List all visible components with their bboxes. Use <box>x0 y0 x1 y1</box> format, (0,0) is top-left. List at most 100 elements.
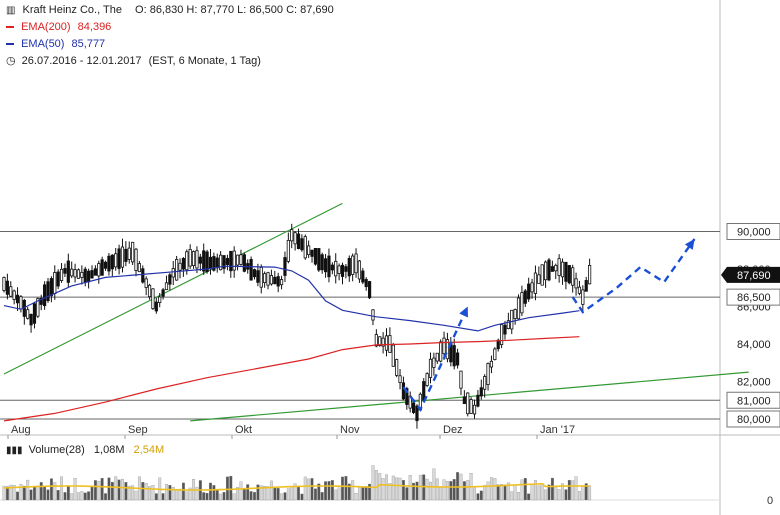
volume-bar <box>141 482 145 501</box>
clock-icon: ◷ <box>6 55 16 67</box>
candle-body <box>73 269 77 278</box>
volume-bar <box>70 493 74 501</box>
candle-body <box>344 266 348 272</box>
candle-body <box>124 248 128 262</box>
volume-bar <box>185 491 189 501</box>
last-price-box <box>721 266 780 283</box>
volume-bar <box>452 479 456 501</box>
volume-bar <box>354 493 358 501</box>
volume-bar <box>205 492 209 501</box>
volume-bar <box>462 481 466 501</box>
candle-body <box>120 246 125 268</box>
candle-body <box>279 279 284 286</box>
candle-body <box>479 387 483 397</box>
candle-body <box>351 255 355 275</box>
volume-bar <box>578 491 581 501</box>
candle-body <box>131 241 135 263</box>
candle-body <box>70 268 74 277</box>
volume-bar <box>290 486 294 501</box>
volume-bar <box>588 485 592 501</box>
volume-bar <box>46 489 50 501</box>
volume-bar <box>293 483 297 501</box>
candle-body <box>462 396 466 405</box>
volume-bar <box>439 487 443 501</box>
volume-bar <box>445 481 449 501</box>
volume-bar <box>33 486 36 501</box>
volume-bar <box>114 476 118 501</box>
volume-bar <box>144 483 148 501</box>
candle-body <box>367 281 372 299</box>
volume-value: 1,08M <box>93 444 125 456</box>
candle-body <box>347 257 351 277</box>
candle-body <box>374 334 378 347</box>
trend-line <box>3 202 343 375</box>
candle-body <box>310 249 314 257</box>
volume-bar <box>493 478 497 501</box>
candle-body <box>66 260 70 283</box>
candle-body <box>158 296 162 304</box>
volume-bar <box>283 492 287 501</box>
volume-bar <box>341 476 344 501</box>
candle-body <box>90 270 94 279</box>
ohlc-icon: ▥ <box>6 5 16 16</box>
candle-body <box>337 265 341 274</box>
volume-bar <box>344 476 348 501</box>
candle-body <box>452 345 456 367</box>
candle-body <box>554 264 558 272</box>
candle-body <box>222 255 226 269</box>
volume-bar <box>523 477 527 501</box>
y-level-label: 80,000 <box>737 414 771 426</box>
candle-body <box>46 281 50 302</box>
volume-bar <box>449 481 453 501</box>
volume-bar <box>43 485 47 501</box>
volume-bar <box>466 479 470 501</box>
candle-body <box>76 269 81 279</box>
y-tick-label: 82,000 <box>737 377 771 389</box>
candle-body <box>564 261 568 282</box>
volume-bar <box>537 485 541 501</box>
volume-bar <box>2 485 6 501</box>
volume-bar <box>131 485 135 501</box>
ohlc-values: O: 86,830 H: 87,770 L: 86,500 C: 87,690 <box>135 4 334 16</box>
candle-body <box>361 270 365 283</box>
volume-bar <box>317 483 321 501</box>
candle-body <box>527 283 531 300</box>
volume-bar <box>300 493 304 501</box>
y-tick-label: 84,000 <box>737 339 771 351</box>
volume-bar <box>56 489 60 501</box>
candle-body <box>395 359 399 376</box>
candle-body <box>242 254 246 272</box>
candle-body <box>29 313 33 326</box>
period-detail: (EST, 6 Monate, 1 Tag) <box>148 55 261 67</box>
candle-body <box>398 375 402 383</box>
candle-body <box>486 362 490 386</box>
volume-bar <box>425 478 429 501</box>
volume-bar <box>530 483 534 501</box>
volume-bar <box>476 493 480 501</box>
candle-body <box>80 271 84 278</box>
volume-bar <box>408 475 412 501</box>
candle-body <box>229 250 233 272</box>
volume-bar <box>151 485 155 501</box>
candle-body <box>283 257 287 276</box>
volume-bar <box>269 480 273 501</box>
candle-body <box>574 278 578 289</box>
candle-body <box>235 254 240 266</box>
y-level-box <box>726 288 780 306</box>
candle-body <box>168 274 172 285</box>
candle-body <box>39 297 43 305</box>
volume-bar <box>104 493 107 501</box>
volume-bar <box>276 488 280 501</box>
volume-bar <box>225 476 229 501</box>
volume-bar <box>83 492 87 501</box>
candle-body <box>103 261 108 269</box>
volume-bar <box>148 486 152 501</box>
candle-body <box>425 373 429 386</box>
candle-body <box>330 264 334 271</box>
volume-bar <box>388 483 392 501</box>
volume-bar <box>381 478 385 501</box>
candle-body <box>12 290 16 300</box>
volume-bar <box>405 487 409 501</box>
candle-body <box>296 233 301 249</box>
ema50-swatch <box>6 43 14 46</box>
